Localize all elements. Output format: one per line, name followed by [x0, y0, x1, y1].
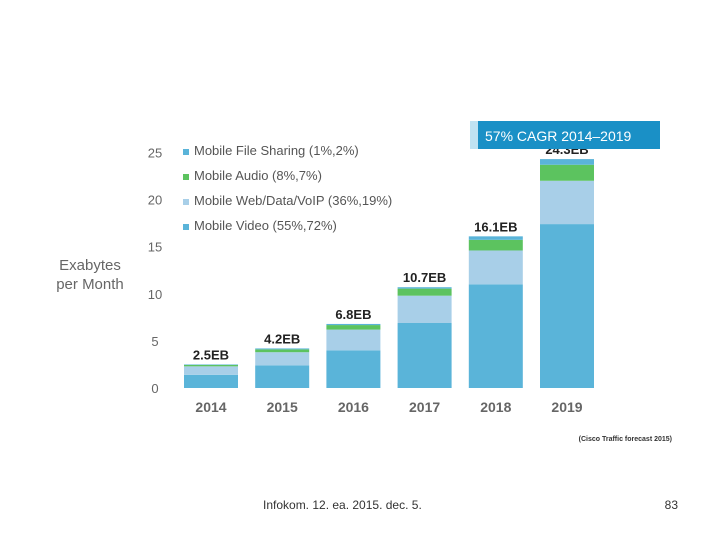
bar-segment [540, 164, 594, 181]
bar-segment [326, 323, 381, 326]
x-tick-label: 2019 [551, 399, 582, 415]
legend-swatch [183, 149, 189, 155]
x-tick-label: 2015 [267, 399, 298, 415]
bar-segment [184, 366, 238, 375]
y-axis-label-line: Exabytes [59, 257, 121, 274]
bar-segment [540, 180, 594, 225]
y-axis-label-line: per Month [56, 276, 124, 293]
legend-label: Mobile File Sharing (1%,2%) [194, 143, 359, 158]
y-tick-label: 5 [151, 334, 158, 349]
bar-segment [540, 159, 594, 165]
x-tick-label: 2016 [338, 399, 369, 415]
y-tick-label: 15 [148, 240, 162, 255]
bar-segment [326, 350, 381, 388]
cagr-banner: 57% CAGR 2014–2019 [470, 121, 660, 149]
bar-segment [255, 365, 310, 388]
bar-segment [255, 349, 310, 353]
bar-total-label: 16.1EB [474, 219, 517, 234]
y-ticks: 0 5 10 15 20 25 [148, 146, 162, 397]
x-ticks: 2014 2015 2016 2017 2018 2019 [195, 399, 582, 415]
x-tick-label: 2017 [409, 399, 440, 415]
x-tick-label: 2014 [195, 399, 226, 415]
x-tick-label: 2018 [480, 399, 511, 415]
source-text: (Cisco Traffic forecast 2015) [579, 436, 672, 443]
legend-swatch [183, 174, 189, 180]
bar-segment [540, 224, 594, 388]
bar-segment [468, 236, 523, 240]
legend-swatch [183, 199, 189, 205]
bar-segment [184, 364, 238, 367]
page-number: 83 [664, 498, 678, 512]
bar-segment [184, 374, 238, 388]
bar-total-label: 6.8EB [335, 307, 371, 322]
source-note: (Cisco Traffic forecast 2015) [579, 436, 672, 443]
legend-label: Mobile Web/Data/VoIP (36%,19%) [194, 193, 392, 208]
bar-segment [184, 364, 238, 365]
y-tick-label: 0 [151, 381, 158, 396]
footer-left-text: Infokom. 12. ea. 2015. dec. 5. [263, 498, 422, 512]
bar-segment [326, 329, 381, 351]
bar-segment [255, 352, 310, 366]
bar-segment [397, 323, 452, 388]
bar-segment [255, 348, 310, 350]
legend-label: Mobile Audio (8%,7%) [194, 168, 322, 183]
bar-segment [397, 295, 452, 324]
y-tick-label: 10 [148, 287, 162, 302]
bar-total-label: 2.5EB [193, 347, 229, 362]
legend-label: Mobile Video (55%,72%) [194, 218, 337, 233]
bar-segment [468, 239, 523, 251]
bar-segment [468, 250, 523, 285]
banner-text: 57% CAGR 2014–2019 [485, 128, 632, 144]
legend: Mobile File Sharing (1%,2%) Mobile Audio … [183, 143, 392, 233]
y-axis-label: Exabytes per Month [56, 257, 124, 293]
bar-total-label: 10.7EB [403, 270, 446, 285]
banner-background [470, 121, 660, 149]
bar-segment [397, 287, 452, 289]
banner-accent [470, 121, 478, 149]
bars [184, 159, 594, 388]
y-tick-label: 20 [148, 193, 162, 208]
bar-segment [326, 325, 381, 330]
bar-segment [468, 284, 523, 388]
bar-segment [397, 288, 452, 296]
legend-swatch [183, 224, 189, 230]
y-tick-label: 25 [148, 146, 162, 161]
bar-total-label: 4.2EB [264, 331, 300, 346]
